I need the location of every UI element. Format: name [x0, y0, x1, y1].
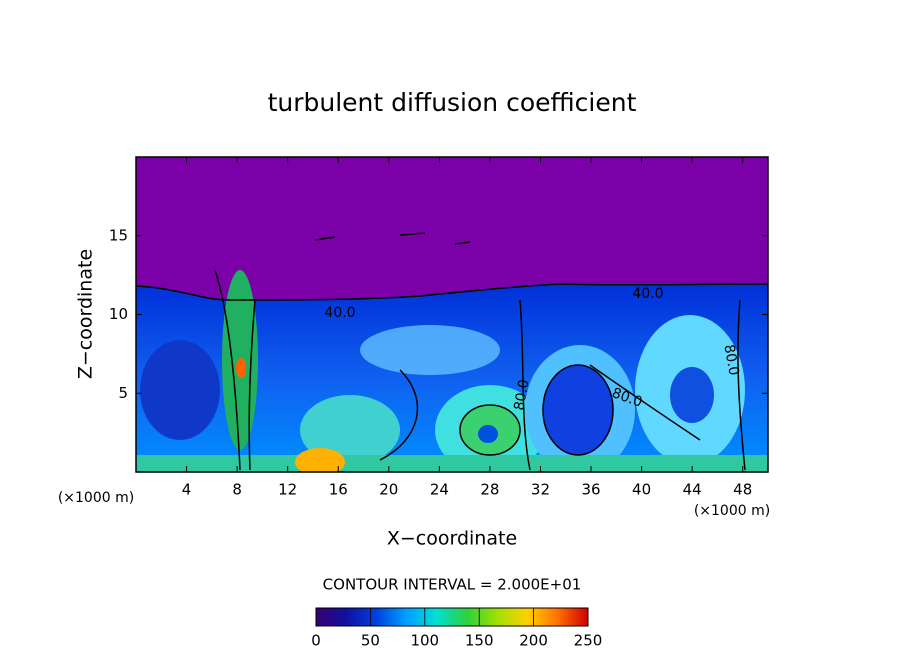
- x-tick-label: 48: [733, 481, 752, 499]
- x-tick-label: 32: [531, 481, 550, 499]
- colorbar-tick-label: 50: [361, 632, 380, 650]
- colorbar-tick-label: 0: [311, 632, 321, 650]
- x-tick-label: 28: [480, 481, 499, 499]
- x-tick-label: 24: [430, 481, 449, 499]
- field-blob: [670, 367, 714, 423]
- x-tick-label: 8: [232, 481, 242, 499]
- field-blob: [236, 358, 246, 378]
- contour-label: 40.0: [324, 305, 355, 321]
- field-blob: [136, 455, 768, 472]
- y-unit-label: (×1000 m): [58, 490, 134, 506]
- field-blob: [300, 395, 400, 465]
- x-tick-label: 20: [379, 481, 398, 499]
- contour-label: 80.0: [511, 378, 532, 411]
- colorbar: [315, 607, 589, 627]
- colorbar-tick-label: 200: [519, 632, 548, 650]
- contour-lines: [136, 232, 768, 471]
- field-blob: [543, 365, 613, 455]
- colorbar-tick-label: 100: [410, 632, 439, 650]
- contour-label: 80.0: [720, 343, 741, 376]
- field-blob: [295, 448, 345, 472]
- y-axis-label: Z−coordinate: [75, 249, 97, 379]
- x-tick-label: 44: [683, 481, 702, 499]
- y-tick-label: 10: [109, 305, 128, 323]
- field-blob: [478, 425, 498, 443]
- y-tick-label: 15: [109, 226, 128, 244]
- chart-title: turbulent diffusion coefficient: [268, 88, 637, 117]
- contour-interval: CONTOUR INTERVAL = 2.000E+01: [323, 576, 582, 594]
- field-blob: [140, 340, 220, 440]
- x-tick-label: 12: [278, 481, 297, 499]
- x-tick-label: 4: [182, 481, 192, 499]
- x-axis-label: X−coordinate: [387, 528, 517, 550]
- field-blob: [360, 325, 500, 375]
- x-tick-label: 36: [581, 481, 600, 499]
- y-tick-label: 5: [118, 384, 128, 402]
- contour-label: 40.0: [632, 286, 663, 302]
- x-tick-label: 40: [632, 481, 651, 499]
- contour-field: [136, 157, 768, 472]
- colorbar-tick-label: 150: [465, 632, 494, 650]
- x-unit-label: (×1000 m): [694, 503, 770, 519]
- x-tick-label: 16: [329, 481, 348, 499]
- colorbar-tick-label: 250: [574, 632, 603, 650]
